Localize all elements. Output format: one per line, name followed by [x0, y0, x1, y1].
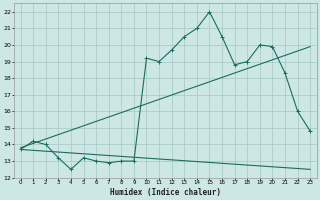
X-axis label: Humidex (Indice chaleur): Humidex (Indice chaleur)	[110, 188, 221, 197]
